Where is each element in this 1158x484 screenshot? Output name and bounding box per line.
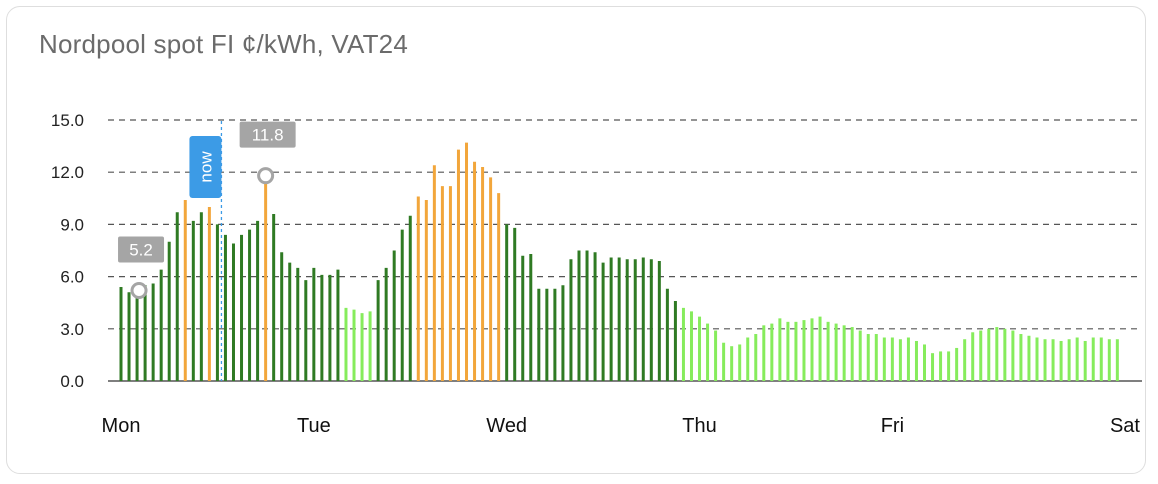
x-tick-label: Thu <box>682 415 716 437</box>
now-marker: now <box>189 121 223 381</box>
annotation-box <box>239 121 296 148</box>
x-tick-label: Mon <box>102 415 141 437</box>
x-tick-label: Sat <box>1110 415 1140 437</box>
annotations: 5.2 11.8 <box>118 121 296 300</box>
annotation-point <box>257 167 275 185</box>
x-tick-label: Wed <box>486 415 527 437</box>
y-tick-label: 12.0 <box>51 163 84 182</box>
chart-card: Nordpool spot FI ¢/kWh, VAT24 <box>6 6 1146 474</box>
now-label: now <box>196 151 215 183</box>
chart-title: Nordpool spot FI ¢/kWh, VAT24 <box>39 29 408 59</box>
x-tick-label: Fri <box>881 415 904 437</box>
annotation-label: 11.8 <box>252 126 284 145</box>
y-tick-label: 0.0 <box>60 372 84 391</box>
y-axis-ticks: 0.0 3.0 6.0 9.0 12.0 15.0 <box>51 111 84 391</box>
annotation-label: 5.2 <box>129 241 153 260</box>
x-axis-ticks: Mon Tue Wed Thu Fri Sat <box>102 415 1141 437</box>
y-tick-label: 6.0 <box>60 268 84 287</box>
annotation-point <box>130 282 148 300</box>
now-badge <box>189 136 222 198</box>
y-tick-label: 15.0 <box>51 111 84 130</box>
x-tick-label: Tue <box>297 415 331 437</box>
annotation-box <box>118 236 165 263</box>
y-tick-label: 3.0 <box>60 320 84 339</box>
price-bars <box>119 142 1119 381</box>
y-tick-label: 9.0 <box>60 215 84 234</box>
gridlines <box>108 119 1142 382</box>
